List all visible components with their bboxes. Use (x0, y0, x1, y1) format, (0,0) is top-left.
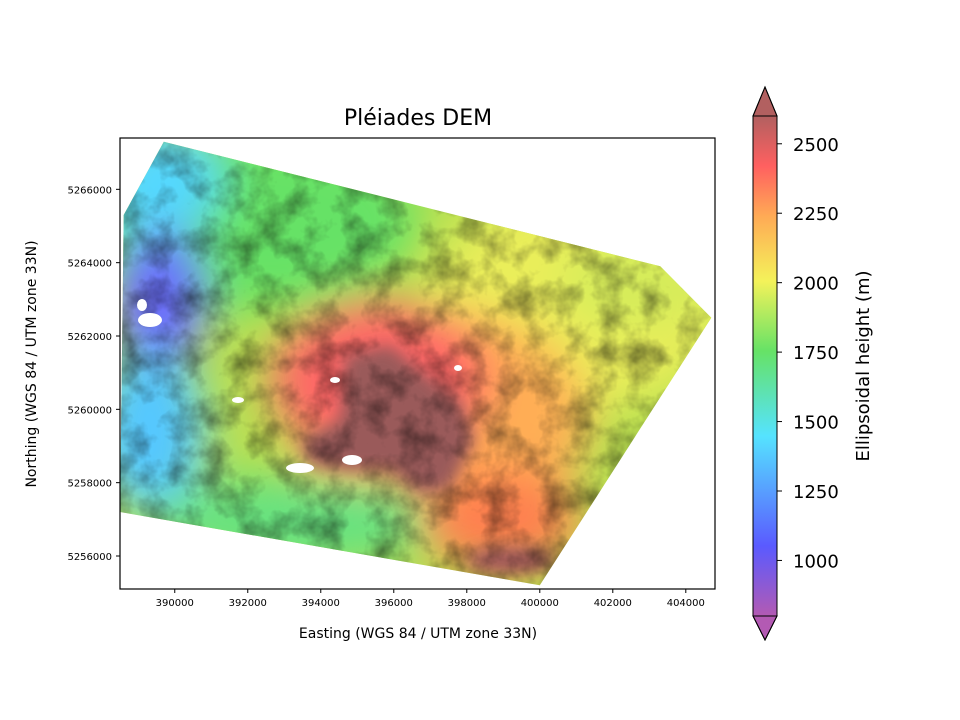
x-axis-ticks: 390000 392000 394000 396000 398000 400000 4020… (156, 589, 705, 609)
colorbar-tick-label: 1500 (793, 413, 839, 434)
x-tick-label: 400000 (521, 598, 559, 609)
x-tick-label: 394000 (302, 598, 340, 609)
x-tick-label: 402000 (594, 598, 632, 609)
colorbar-outline (752, 85, 778, 642)
colorbar-tick-label: 1250 (793, 482, 839, 503)
y-axis-ticks: 5256000 5258000 5260000 5262000 5264000 52660… (67, 185, 120, 563)
dem-raster (120, 141, 712, 586)
y-tick-label: 5262000 (67, 332, 112, 343)
colorbar-tick-label: 2500 (793, 135, 839, 156)
y-tick-label: 5258000 (67, 479, 112, 490)
x-tick-label: 396000 (375, 598, 413, 609)
x-tick-label: 398000 (448, 598, 486, 609)
y-tick-label: 5256000 (67, 552, 112, 563)
x-tick-label: 404000 (667, 598, 705, 609)
colorbar-gradient (753, 116, 777, 616)
y-tick-label: 5266000 (67, 185, 112, 196)
colorbar-ticks: 1000 1250 1500 1750 2000 2250 2500 (777, 135, 839, 572)
colorbar-extend-min (752, 615, 778, 642)
colorbar-tick-label: 1000 (793, 551, 839, 572)
colorbar-label: Ellipsoidal height (m) (853, 270, 874, 461)
colorbar-tick-label: 1750 (793, 343, 839, 364)
colorbar: 1000 1250 1500 1750 2000 2250 2500 Ellipsoidal… (752, 85, 874, 642)
colorbar-tick-label: 2000 (793, 274, 839, 295)
x-tick-label: 390000 (156, 598, 194, 609)
hillshade-texture (120, 141, 712, 586)
nodata-holes (137, 299, 462, 473)
x-tick-label: 392000 (229, 598, 267, 609)
colorbar-extend-max (752, 85, 778, 117)
colorbar-tick-label: 2250 (793, 204, 839, 225)
y-axis-label: Northing (WGS 84 / UTM zone 33N) (24, 240, 40, 487)
y-tick-label: 5264000 (67, 259, 112, 270)
plot-frame (119, 137, 716, 590)
y-tick-label: 5260000 (67, 405, 112, 416)
x-axis-label: Easting (WGS 84 / UTM zone 33N) (299, 626, 537, 642)
chart-title: Pléiades DEM (344, 106, 492, 131)
